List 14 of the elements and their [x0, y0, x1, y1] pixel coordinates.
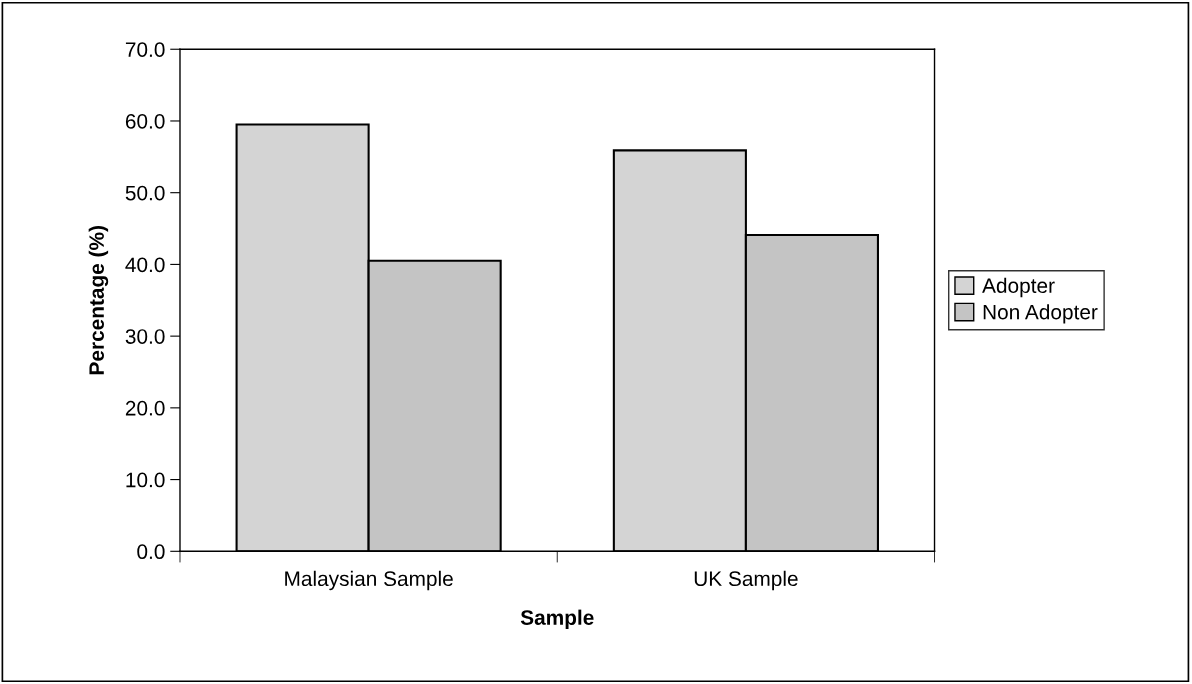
y-tick-label: 60.0 [125, 113, 165, 129]
x-tick-label: Malaysian Sample [285, 570, 453, 591]
x-tick-label: UK Sample [694, 570, 798, 591]
y-tick-label: 70.0 [125, 42, 165, 57]
y-tick-label: 30.0 [125, 329, 165, 344]
y-tick-label: 40.0 [125, 257, 165, 273]
y-tick-label: 0.0 [137, 544, 165, 560]
y-tick-label: 10.0 [126, 472, 165, 488]
y-tick-label: 50.0 [125, 185, 165, 201]
y-axis-title: Percentage (%) [88, 226, 109, 375]
x-axis-title: Sample [520, 609, 594, 630]
y-tick-label: 20.0 [125, 400, 165, 416]
legend-label: Non Adopter [983, 304, 1098, 324]
legend-label: Adopter [982, 277, 1055, 298]
